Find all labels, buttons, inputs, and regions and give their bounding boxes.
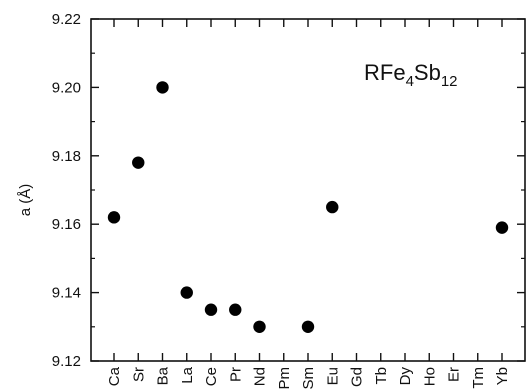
formula-sub-2: 12 <box>441 73 458 90</box>
data-point <box>253 320 266 333</box>
formula-sub-1: 4 <box>406 73 414 90</box>
data-point <box>326 200 339 214</box>
x-tick-label: Nd <box>252 367 269 386</box>
data-point <box>301 320 315 333</box>
y-tick-label: 9.16 <box>52 216 81 233</box>
data-point <box>107 211 121 224</box>
x-tick-label: Tm <box>470 367 487 389</box>
x-axis-ticks: Ca Sr Ba La Ce Pr Nd Pm Sm Eu Gd Tb Dy Ho Er Tm Yb <box>106 19 511 390</box>
data-point <box>132 156 145 169</box>
x-tick-label: Tb <box>373 367 390 385</box>
x-tick-label: Ca <box>106 366 123 386</box>
x-tick-label: Eu <box>324 367 341 385</box>
x-tick-label: Dy <box>397 367 414 386</box>
y-tick-label: 9.14 <box>52 285 81 302</box>
data-points <box>107 81 509 333</box>
data-point <box>495 221 509 234</box>
x-tick-label: Sr <box>130 367 147 382</box>
y-tick-label: 9.22 <box>52 11 81 28</box>
formula-mid: Sb <box>414 60 441 85</box>
data-point <box>204 303 218 316</box>
y-tick-label: 9.12 <box>52 353 81 370</box>
data-point <box>156 81 169 94</box>
formula-main: RFe <box>364 60 406 85</box>
data-point <box>229 303 242 316</box>
y-tick-label: 9.20 <box>52 79 81 96</box>
x-tick-label: Sm <box>300 367 317 390</box>
x-tick-label: La <box>179 366 196 383</box>
y-axis-ticks: 9.12 9.14 9.16 9.18 9.20 9.22 <box>52 11 525 370</box>
x-tick-label: Pr <box>227 367 244 382</box>
data-point <box>180 286 193 299</box>
x-tick-label: Ho <box>421 367 438 386</box>
x-tick-label: Pm <box>276 367 293 390</box>
plot-frame <box>90 18 526 362</box>
y-tick-label: 9.18 <box>52 148 81 165</box>
x-tick-label: Ce <box>203 367 220 386</box>
x-tick-label: Er <box>446 367 463 382</box>
formula-annotation: RFe4Sb12 <box>364 60 458 90</box>
x-tick-label: Yb <box>494 367 511 385</box>
y-axis-title: a (Å) <box>17 184 34 217</box>
x-tick-label: Ba <box>155 366 172 385</box>
x-tick-label: Gd <box>349 367 366 387</box>
